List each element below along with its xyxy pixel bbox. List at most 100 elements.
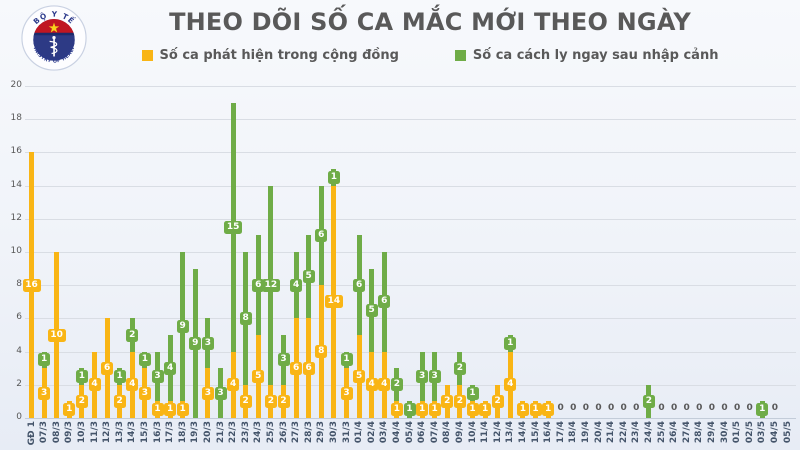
y-tick-label: 0 [16,412,22,422]
bar-value-label-imported: 6 [378,295,391,309]
bar-value-label-community: 1 [176,403,189,417]
bar-value-label-community: 4 [504,378,517,392]
x-tick-label: 19/4 [580,421,591,444]
x-tick-label: 14/4 [517,421,528,444]
x-tick-label: 29/3 [316,421,327,444]
x-tick-label: 27/4 [681,421,692,444]
bar-value-label-community: 1 [479,403,492,417]
zero-value-label: 0 [658,403,665,413]
zero-value-label: 0 [708,403,716,413]
bar-value-label-community: 1 [151,403,164,417]
bar-value-label-community: 6 [101,361,114,375]
bar-value-label-imported: 4 [290,278,303,292]
y-tick-label: 2 [16,378,22,389]
x-tick-label: 07/4 [429,421,440,444]
x-tick-label: 20/4 [593,421,604,444]
x-tick-label: 25/4 [656,421,667,444]
bar-value-label-community: 8 [315,345,328,359]
x-tick-label: 19/3 [190,421,201,444]
x-tick-label: 08/4 [442,421,453,444]
x-tick-label: 22/3 [228,421,239,444]
x-tick-label: 27/3 [291,421,302,444]
y-tick-label: 12 [10,212,22,223]
bar-value-label-imported: 1 [327,170,340,184]
bar-value-label-community: 5 [353,370,366,383]
x-tick-label: 06/4 [417,421,428,444]
bar-value-label-community: 2 [264,394,277,408]
bar-value-label-community: 10 [47,328,66,342]
x-tick-label: 23/3 [240,421,251,444]
gridline [25,318,796,320]
gridline [25,86,796,87]
zero-value-label: 0 [670,403,678,413]
bar-value-label-community: 2 [441,394,454,408]
bar-value-label-imported: 5 [302,270,315,284]
zero-value-label: 0 [771,403,779,413]
bar-value-label-imported: 3 [214,386,227,400]
bar-value-label-community: 4 [378,378,391,392]
x-tick-label: 13/3 [114,421,125,444]
zero-value-label: 0 [633,403,640,413]
bar-value-label-imported: 3 [151,370,164,383]
bar-value-label-imported: 6 [315,228,328,242]
bar-value-label-imported: 1 [113,370,126,383]
x-tick-label: 09/3 [64,421,75,444]
y-tick-label: 18 [10,113,22,124]
logo-dark-band [33,32,75,36]
bar-value-label-community: 1 [516,403,529,417]
x-tick-label: 08/3 [51,421,62,444]
x-tick-label: 30/3 [328,421,339,444]
x-tick-label: 18/4 [568,421,579,444]
x-tick-label: 09/4 [454,421,465,444]
x-tick-label: 17/3 [165,421,176,444]
x-tick-label: 17/4 [555,421,566,444]
x-tick-label: 22/4 [618,421,629,444]
y-tick-label: 20 [10,80,22,90]
x-tick-label: 04/4 [391,421,402,444]
bar-value-label-imported: 6 [353,278,366,292]
x-tick-label: 01/4 [354,421,365,444]
bar-value-label-imported: 6 [252,278,265,292]
bar-value-label-imported: 1 [403,403,416,417]
gridline [25,152,796,154]
zero-value-label: 0 [595,403,602,413]
x-tick-label: 12/4 [492,421,503,444]
bar-value-label-community: 16 [22,278,41,292]
logo-snake-icon [49,40,58,55]
legend-label-imported: Số ca cách ly ngay sau nhập cảnh [472,48,719,63]
x-tick-label: 14/3 [127,421,138,444]
bar-value-label-imported: 1 [340,353,353,367]
x-tick-label: GĐ 1 [26,421,37,446]
bar-value-label-imported: 15 [224,220,243,234]
gridline [25,384,796,386]
bar-value-label-community: 1 [390,403,403,417]
x-tick-label: 18/3 [177,421,188,444]
y-tick-label: 8 [16,279,22,290]
bar-value-label-imported: 3 [416,370,429,383]
y-tick-label: 6 [16,312,22,323]
bar-value-label-community: 2 [453,394,466,408]
x-tick-label: 24/3 [253,421,264,444]
legend-item-community: Số ca phát hiện trong cộng đồng [141,48,399,63]
y-tick-label: 14 [10,179,22,190]
bar-value-label-imported: 2 [453,361,466,375]
bar-value-label-community: 6 [302,361,315,375]
bar-value-label-imported: 3 [428,370,441,383]
x-tick-label: 11/4 [480,421,491,444]
gridline [25,285,796,287]
logo-emblem [33,19,75,61]
bar-value-label-community: 4 [227,378,240,392]
bar-value-label-community: 1 [529,403,542,417]
bar-value-label-community: 1 [416,403,429,417]
x-tick-label: 04/5 [769,421,780,444]
x-tick-label: 20/3 [202,421,213,444]
x-tick-label: 10/3 [76,421,87,444]
bar-value-label-imported: 1 [504,336,517,350]
zero-value-label: 0 [733,403,741,413]
bar-value-label-imported: 1 [38,353,51,367]
bar-value-label-imported: 12 [261,278,280,292]
bar-value-label-community: 5 [252,370,265,383]
zero-value-label: 0 [721,403,728,413]
